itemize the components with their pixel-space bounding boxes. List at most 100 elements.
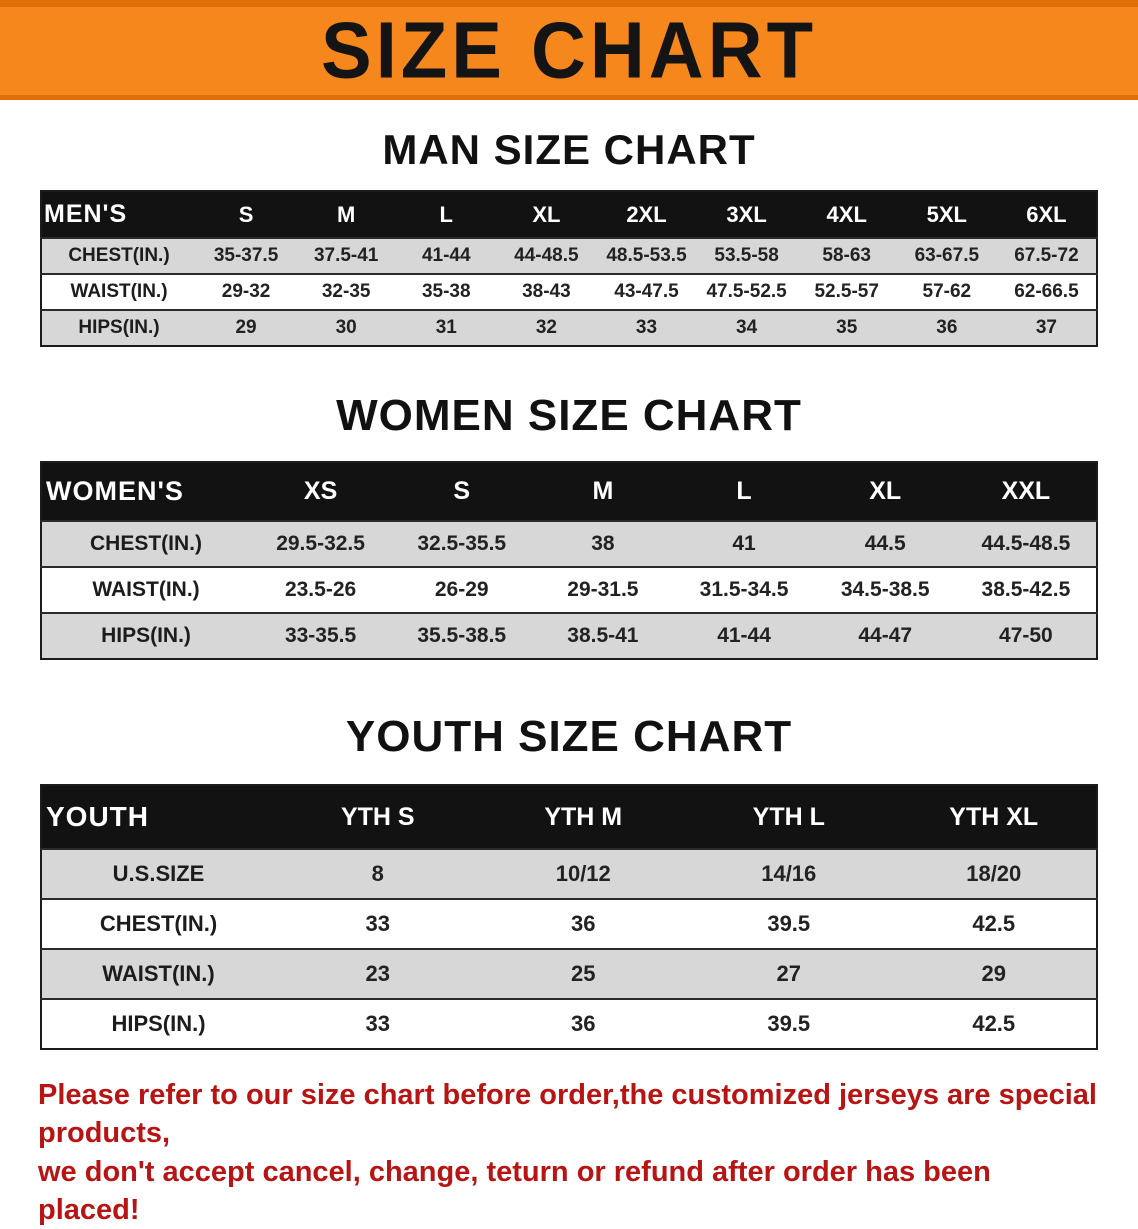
size-value: 33-35.5 [284,624,357,647]
size-value: 39.5 [767,1011,811,1036]
column-header: L [673,462,815,521]
table-row: WAIST(IN.) 23 25 27 29 [41,949,1097,999]
table-row: HIPS(IN.) 33 36 39.5 42.5 [41,999,1097,1049]
column-header: XL [814,462,956,521]
row-label: WAIST(IN.) [92,578,200,601]
women-table-body: CHEST(IN.) 29.5-32.5 32.5-35.5 38 41 44.5 44.5… [41,521,1097,659]
column-header: S [391,462,533,521]
table-row: CHEST(IN.) 33 36 39.5 42.5 [41,899,1097,949]
size-value: 42.5 [972,1011,1016,1036]
column-header: S [196,191,297,238]
men-table-header: MEN'S S M L XL 2XL 3XL 4XL 5XL 6XL [41,191,1097,238]
youth-size-chart-section: YOUTH SIZE CHART YOUTH YTH S YTH M YTH L YTH… [0,712,1138,1050]
size-value: 33 [365,1011,390,1036]
size-value: 14/16 [761,861,817,886]
women-section-heading: WOMEN SIZE CHART [336,391,802,440]
disclaimer-line-1: Please refer to our size chart before or… [38,1079,1097,1150]
size-value: 35 [836,317,858,338]
youth-table-body: U.S.SIZE 8 10/12 14/16 18/20 CHEST(IN.) 33 36 39… [41,849,1097,1049]
size-value: 30 [335,317,357,338]
size-value: 31.5-34.5 [699,578,789,601]
column-header: L [396,191,497,238]
youth-size-table: YOUTH YTH S YTH M YTH L YTH XL U.S.SIZE 8 10/1… [40,784,1098,1050]
size-value: 39.5 [767,911,811,936]
column-header: M [532,462,674,521]
men-size-chart-section: MAN SIZE CHART MEN'S S M L XL 2XL 3XL 4XL 5XL 6XL… [0,126,1138,347]
size-value: 37.5-41 [313,245,379,266]
size-value: 32.5-35.5 [417,532,507,555]
banner: SIZE CHART [0,0,1138,100]
header-row: WOMEN'S XS S M L XL XXL [41,462,1097,521]
size-value: 44.5-48.5 [981,532,1071,555]
column-header: 4XL [796,191,897,238]
size-value: 23 [365,961,390,986]
size-value: 44.5 [864,532,906,555]
row-label: U.S.SIZE [112,861,205,886]
size-value: 32-35 [321,281,371,302]
table-row: HIPS(IN.) 29 30 31 32 33 34 35 36 37 [41,310,1097,346]
size-value: 32 [535,317,557,338]
size-value: 29 [235,317,257,338]
size-value: 44-47 [858,624,913,647]
men-size-table: MEN'S S M L XL 2XL 3XL 4XL 5XL 6XL CHEST(IN.) 35-3… [40,190,1098,347]
size-value: 42.5 [972,911,1016,936]
women-size-table: WOMEN'S XS S M L XL XXL CHEST(IN.) 29.5-32.5 32.… [40,461,1098,660]
row-label: WAIST(IN.) [70,281,168,302]
size-value: 52.5-57 [814,281,879,302]
table-title: YOUTH [41,785,275,849]
table-row: WAIST(IN.) 29-32 32-35 35-38 38-43 43-47.5 47.… [41,274,1097,310]
table-title: MEN'S [41,191,196,238]
row-label: HIPS(IN.) [78,317,160,338]
table-row: CHEST(IN.) 35-37.5 37.5-41 41-44 44-48.5 48.5… [41,238,1097,274]
youth-section-heading: YOUTH SIZE CHART [345,712,793,761]
header-row: MEN'S S M L XL 2XL 3XL 4XL 5XL 6XL [41,191,1097,238]
row-label: CHEST(IN.) [99,911,218,936]
size-value: 29 [981,961,1006,986]
column-header: XXL [955,462,1097,521]
column-header: YTH M [480,785,686,849]
size-value: 37 [1035,317,1057,338]
size-value: 25 [571,961,596,986]
size-value: 38-43 [522,281,571,302]
size-value: 62-66.5 [1014,281,1079,302]
size-value: 36 [936,317,958,338]
size-value: 34.5-38.5 [840,578,930,601]
size-value: 38.5-42.5 [981,578,1071,601]
size-value: 10/12 [555,861,611,886]
table-row: U.S.SIZE 8 10/12 14/16 18/20 [41,849,1097,899]
row-label: WAIST(IN.) [102,961,215,986]
row-label: HIPS(IN.) [101,624,191,647]
size-value: 29.5-32.5 [276,532,365,555]
size-value: 35-38 [421,281,471,302]
size-value: 53.5-58 [714,245,779,266]
size-value: 47-50 [999,624,1053,647]
size-value: 38 [591,532,615,555]
size-value: 27 [776,961,801,986]
column-header: M [296,191,397,238]
size-value: 31 [435,317,457,338]
size-value: 23.5-26 [284,578,357,601]
table-row: CHEST(IN.) 29.5-32.5 32.5-35.5 38 41 44.5 44.5… [41,521,1097,567]
size-value: 35-37.5 [213,245,279,266]
men-section-heading: MAN SIZE CHART [382,126,756,173]
row-label: HIPS(IN.) [111,1011,206,1036]
size-value: 57-62 [922,281,972,302]
size-value: 35.5-38.5 [417,624,507,647]
disclaimer-line-2: we don't accept cancel, change, teturn o… [38,1155,991,1226]
size-value: 43-47.5 [614,281,679,302]
size-value: 29-31.5 [567,578,639,601]
size-value: 33 [365,911,390,936]
size-value: 58-63 [822,245,872,266]
size-value: 44-48.5 [514,245,579,266]
size-value: 33 [635,317,658,338]
size-value: 38.5-41 [567,624,639,647]
column-header: XS [250,462,392,521]
header-row: YOUTH YTH S YTH M YTH L YTH XL [41,785,1097,849]
column-header: 2XL [596,191,697,238]
size-value: 41 [732,532,756,555]
column-header: XL [496,191,597,238]
column-header: YTH S [275,785,481,849]
column-header: YTH L [686,785,892,849]
size-value: 41-44 [717,624,771,647]
size-value: 47.5-52.5 [706,281,787,302]
